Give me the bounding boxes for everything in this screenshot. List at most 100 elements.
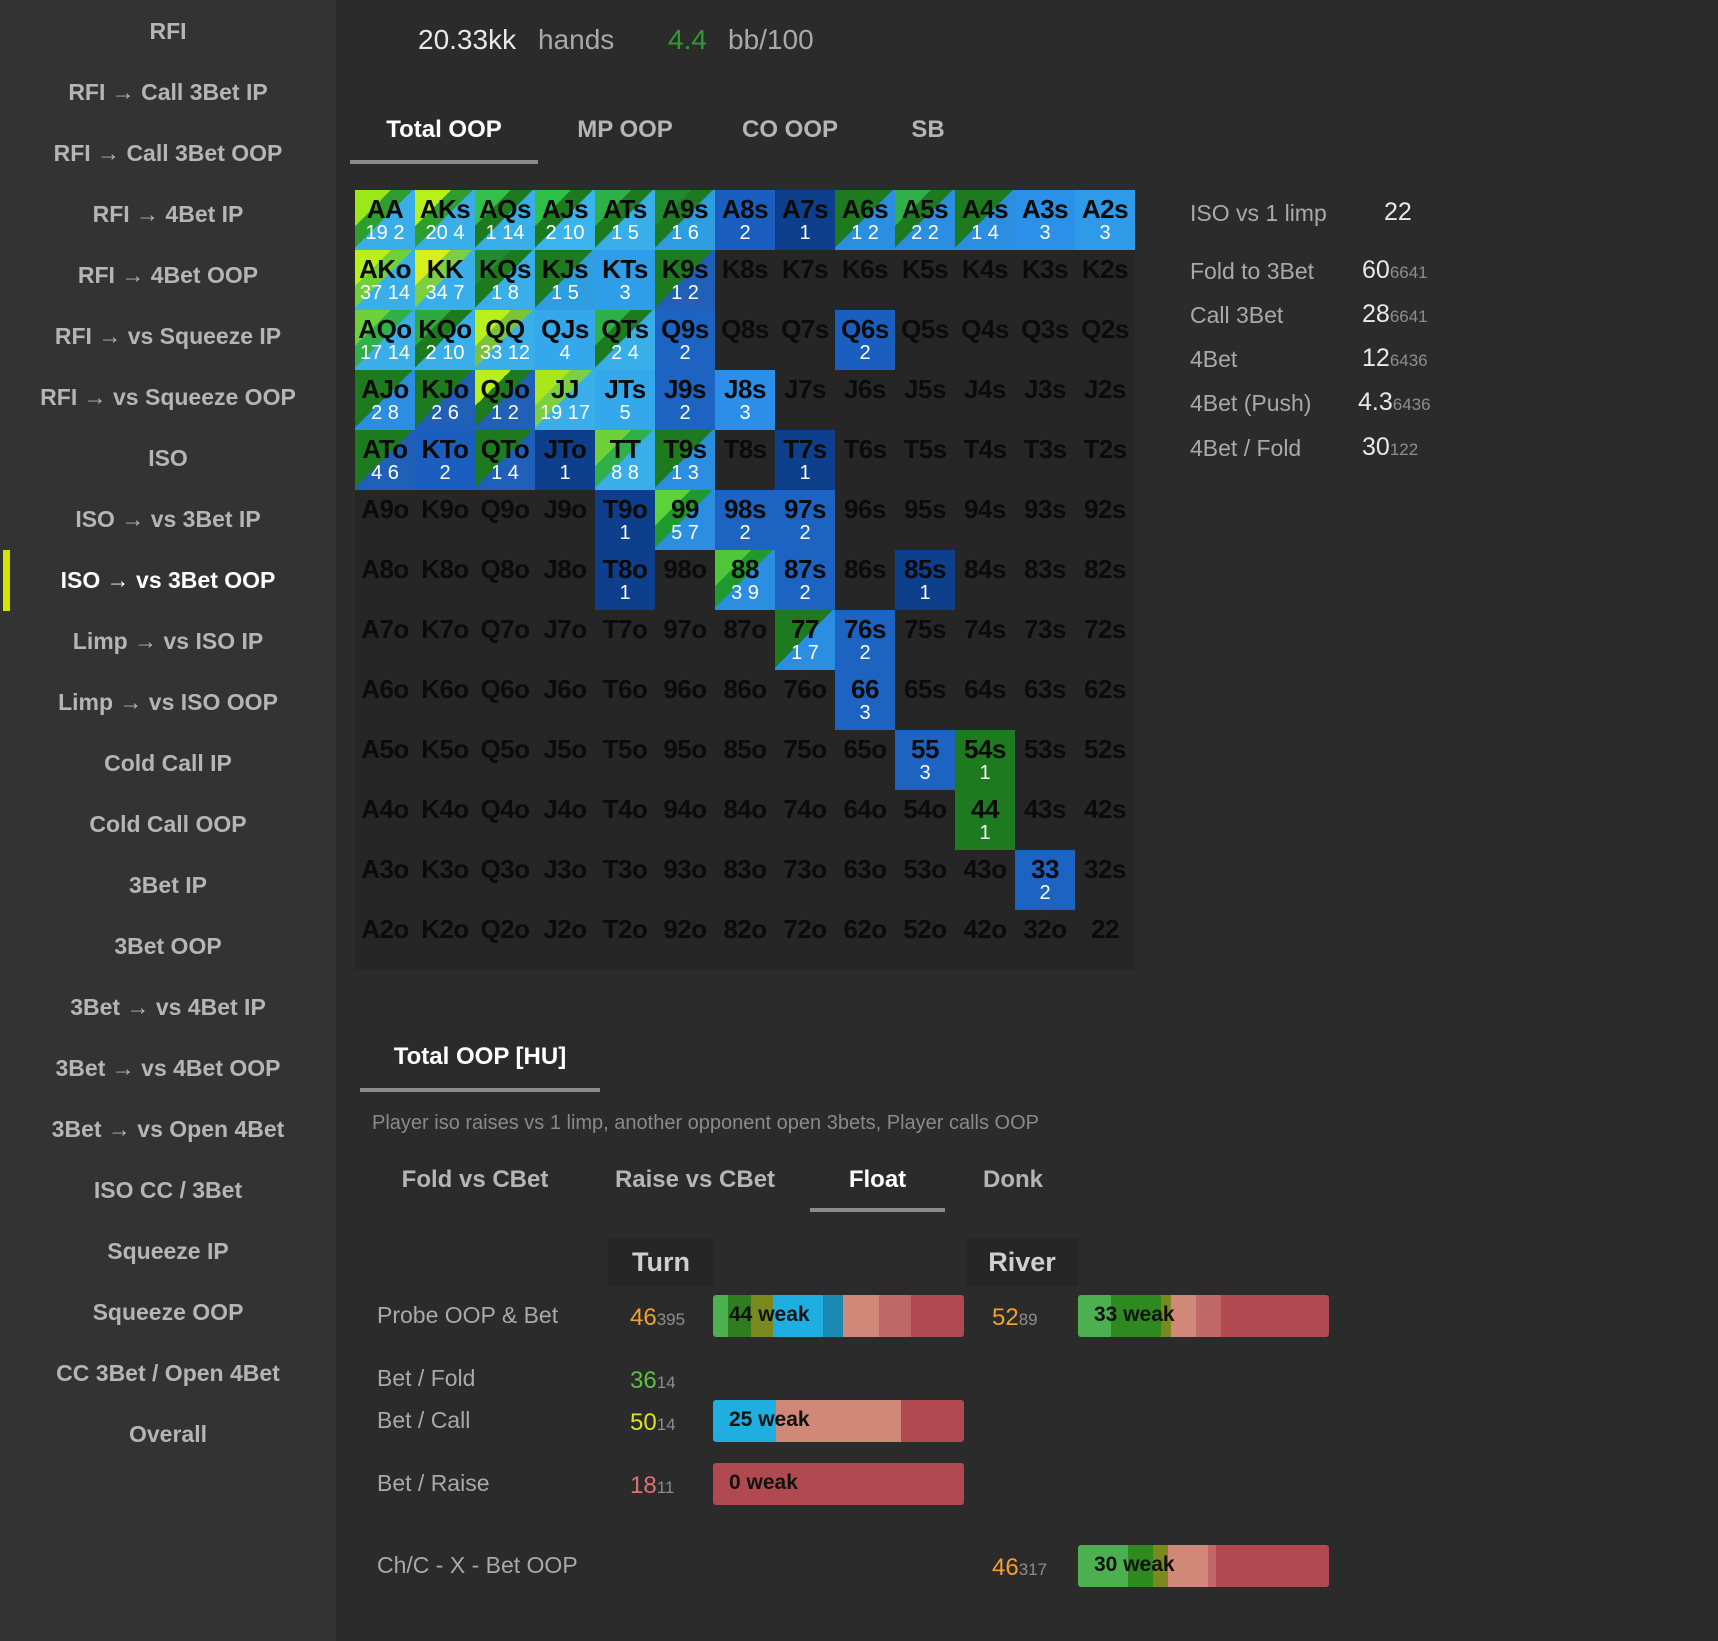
hand-cell[interactable]: Q4s (955, 310, 1015, 370)
hand-cell[interactable]: Q6o (475, 670, 535, 730)
hand-cell[interactable]: J6s (835, 370, 895, 430)
hand-cell[interactable]: 83o (715, 850, 775, 910)
hand-cell[interactable]: J5s (895, 370, 955, 430)
hand-cell[interactable]: JJ 19 17 (535, 370, 595, 430)
hand-cell[interactable]: A2s 3 (1075, 190, 1135, 250)
hand-cell[interactable]: 63s (1015, 670, 1075, 730)
hand-cell[interactable]: 73o (775, 850, 835, 910)
strength-bar[interactable]: 44 weak (713, 1295, 964, 1337)
hand-cell[interactable]: J8s 3 (715, 370, 775, 430)
hand-cell[interactable]: 76s 2 (835, 610, 895, 670)
hand-cell[interactable]: Q2o (475, 910, 535, 970)
hand-cell[interactable]: 55 3 (895, 730, 955, 790)
sidebar-item[interactable]: RFI → vs Squeeze IP (54, 323, 282, 349)
hand-cell[interactable]: 98o (655, 550, 715, 610)
hand-cell[interactable]: K8o (415, 550, 475, 610)
hand-cell[interactable]: Q4o (475, 790, 535, 850)
sidebar-item[interactable]: RFI → 4Bet OOP (77, 262, 259, 288)
hand-cell[interactable]: K2s (1075, 250, 1135, 310)
hand-cell[interactable]: 63o (835, 850, 895, 910)
hand-cell[interactable]: J7s (775, 370, 835, 430)
hand-cell[interactable]: AQo 17 14 (355, 310, 415, 370)
hand-cell[interactable]: 95s (895, 490, 955, 550)
hand-cell[interactable]: A6o (355, 670, 415, 730)
hand-cell[interactable]: 97o (655, 610, 715, 670)
sidebar-item[interactable]: Limp → vs ISO OOP (58, 689, 278, 715)
hand-cell[interactable]: 87o (715, 610, 775, 670)
hand-cell[interactable]: KK 34 7 (415, 250, 475, 310)
tab-postflop[interactable]: Fold vs CBet (401, 1166, 549, 1193)
hand-cell[interactable]: T8s (715, 430, 775, 490)
hand-cell[interactable]: 43s (1015, 790, 1075, 850)
sidebar-item[interactable]: ISO (148, 445, 188, 471)
hand-cell[interactable]: 74o (775, 790, 835, 850)
sidebar-item[interactable]: 3Bet → vs 4Bet OOP (55, 1055, 281, 1081)
hand-cell[interactable]: QJo 1 2 (475, 370, 535, 430)
hand-cell[interactable]: 42o (955, 910, 1015, 970)
hand-cell[interactable]: TT 8 8 (595, 430, 655, 490)
hand-cell[interactable]: Q6s 2 (835, 310, 895, 370)
hand-cell[interactable]: QTo 1 4 (475, 430, 535, 490)
hand-cell[interactable]: Q9o (475, 490, 535, 550)
hand-cell[interactable]: 96s (835, 490, 895, 550)
hand-cell[interactable]: T7s 1 (775, 430, 835, 490)
hand-cell[interactable]: A4s 1 4 (955, 190, 1015, 250)
hand-cell[interactable]: K5o (415, 730, 475, 790)
hand-cell[interactable]: A5o (355, 730, 415, 790)
hand-cell[interactable]: K8s (715, 250, 775, 310)
hand-cell[interactable]: AQs 1 14 (475, 190, 535, 250)
sidebar-item[interactable]: ISO → vs 3Bet OOP (0, 550, 336, 611)
sidebar-item[interactable]: ISO CC / 3Bet (93, 1177, 243, 1203)
hand-cell[interactable]: J4s (955, 370, 1015, 430)
hand-cell[interactable]: Q7s (775, 310, 835, 370)
hand-cell[interactable]: A3s 3 (1015, 190, 1075, 250)
hand-cell[interactable]: K7s (775, 250, 835, 310)
hand-cell[interactable]: A4o (355, 790, 415, 850)
strength-bar[interactable]: 33 weak (1078, 1295, 1329, 1337)
hand-cell[interactable]: 22 (1075, 910, 1135, 970)
sidebar-item[interactable]: 3Bet OOP (114, 933, 222, 959)
hand-cell[interactable]: AJo 2 8 (355, 370, 415, 430)
hand-cell[interactable]: 99 5 7 (655, 490, 715, 550)
hand-cell[interactable]: J5o (535, 730, 595, 790)
hand-cell[interactable]: 66 3 (835, 670, 895, 730)
hand-cell[interactable]: 52s (1075, 730, 1135, 790)
hand-cell[interactable]: 94o (655, 790, 715, 850)
hand-cell[interactable]: AA 19 2 (355, 190, 415, 250)
hand-cell[interactable]: 42s (1075, 790, 1135, 850)
hand-cell[interactable]: J9o (535, 490, 595, 550)
sidebar-item[interactable]: RFI → Call 3Bet OOP (53, 140, 283, 166)
hand-cell[interactable]: Q5o (475, 730, 535, 790)
tab-total-oop-hu[interactable]: Total OOP [HU] (393, 1043, 567, 1070)
hand-cell[interactable]: KTo 2 (415, 430, 475, 490)
hand-cell[interactable]: 73s (1015, 610, 1075, 670)
hand-cell[interactable]: AJs 2 10 (535, 190, 595, 250)
hand-cell[interactable]: KJs 1 5 (535, 250, 595, 310)
hand-cell[interactable]: K3s (1015, 250, 1075, 310)
hand-cell[interactable]: KQo 2 10 (415, 310, 475, 370)
hand-cell[interactable]: Q8s (715, 310, 775, 370)
hand-cell[interactable]: 75s (895, 610, 955, 670)
strength-bar[interactable]: 0 weak (713, 1463, 964, 1505)
hand-cell[interactable]: A6s 1 2 (835, 190, 895, 250)
hand-cell[interactable]: Q2s (1075, 310, 1135, 370)
sidebar-item[interactable]: 3Bet → vs 4Bet IP (70, 994, 266, 1020)
hand-cell[interactable]: AKo 37 14 (355, 250, 415, 310)
hand-cell[interactable]: 53s (1015, 730, 1075, 790)
hand-cell[interactable]: T6s (835, 430, 895, 490)
hand-cell[interactable]: K4s (955, 250, 1015, 310)
hand-cell[interactable]: K4o (415, 790, 475, 850)
strength-bar[interactable]: 30 weak (1078, 1545, 1329, 1587)
hand-cell[interactable]: A9o (355, 490, 415, 550)
hand-cell[interactable]: 87s 2 (775, 550, 835, 610)
hand-cell[interactable]: Q3o (475, 850, 535, 910)
hand-cell[interactable]: K2o (415, 910, 475, 970)
hand-cell[interactable]: K3o (415, 850, 475, 910)
hand-cell[interactable]: A9s 1 6 (655, 190, 715, 250)
tab-postflop[interactable]: Float (848, 1166, 907, 1193)
hand-cell[interactable]: T9s 1 3 (655, 430, 715, 490)
hand-cell[interactable]: K5s (895, 250, 955, 310)
hand-cell[interactable]: 84s (955, 550, 1015, 610)
hand-cell[interactable]: 65o (835, 730, 895, 790)
hand-cell[interactable]: 86o (715, 670, 775, 730)
